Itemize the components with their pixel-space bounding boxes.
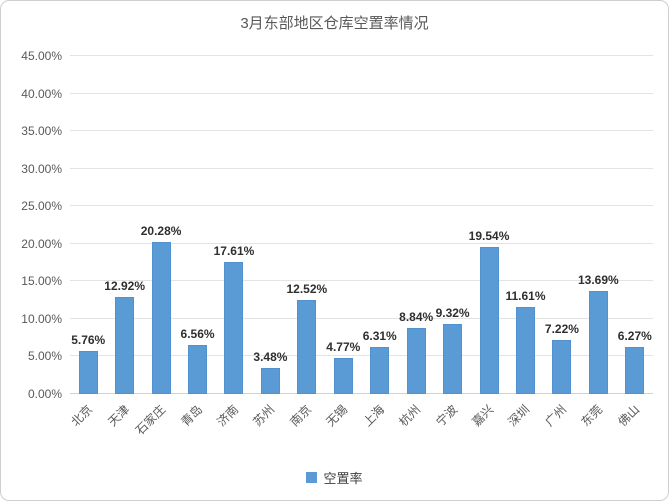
plot-area: 0.00% 5.00% 10.00% 15.00% 20.00% 25.00% 30.00%… (21, 49, 653, 438)
x-axis-category-label: 东莞 (578, 402, 606, 430)
y-axis-tick-label: 25.00% (21, 199, 62, 214)
gridline (70, 355, 653, 357)
bar (479, 247, 499, 394)
gridline (70, 130, 653, 132)
x-axis-category-label: 深圳 (505, 402, 533, 430)
bar-data-label: 6.27% (617, 328, 652, 343)
x-axis-category-label: 天津 (104, 402, 132, 430)
x-axis-category-label: 青岛 (177, 402, 205, 430)
x-axis-category-label: 石家庄 (132, 402, 169, 438)
x-axis-category-label: 南京 (287, 402, 315, 430)
bar (224, 261, 244, 394)
x-axis-category-label: 无锡 (323, 402, 351, 430)
gridline (70, 167, 653, 169)
bar (333, 358, 353, 394)
bar-data-label: 3.48% (253, 349, 288, 364)
bar (115, 296, 135, 394)
bar-data-label: 8.84% (399, 309, 434, 324)
y-axis-tick-label: 10.00% (21, 311, 62, 326)
y-axis-tick-label: 35.00% (21, 124, 62, 139)
x-axis-category-label: 宁波 (432, 402, 460, 430)
chart-title: 3月东部地区仓库空置率情况 (240, 15, 429, 32)
bar-data-label: 6.31% (362, 328, 397, 343)
bar-data-label: 19.54% (468, 229, 510, 244)
bar-data-label: 17.61% (213, 243, 255, 258)
bar-data-label: 5.76% (71, 332, 106, 347)
x-axis-category-label: 广州 (542, 402, 570, 430)
x-axis-line (70, 393, 653, 394)
gridline (70, 55, 653, 56)
x-axis-category-label: 上海 (360, 402, 387, 430)
gridline (70, 280, 653, 282)
bar (588, 291, 608, 394)
bar-data-label: 4.77% (326, 340, 361, 355)
bar-data-label: 7.22% (544, 321, 579, 336)
legend-label: 空置率 (323, 471, 363, 486)
bar (260, 367, 280, 394)
bar (78, 350, 98, 394)
gridline (70, 317, 653, 319)
bar-data-label: 20.28% (140, 223, 182, 238)
bar-data-label: 11.61% (505, 288, 546, 303)
bar (151, 241, 171, 394)
gridline (70, 92, 653, 94)
legend: 空置率 (1, 468, 668, 487)
bar (552, 339, 572, 394)
y-axis-tick-label: 0.00% (27, 387, 62, 401)
y-axis-tick-label: 40.00% (21, 86, 62, 101)
x-axis-category-label: 嘉兴 (469, 402, 497, 430)
x-axis-category-label: 苏州 (250, 402, 278, 430)
legend-swatch-icon (306, 472, 318, 483)
x-axis-category-label: 北京 (68, 402, 96, 430)
bar (625, 346, 645, 394)
bar-data-label: 12.92% (104, 278, 146, 293)
bar-data-label: 9.32% (435, 306, 470, 320)
y-axis-tick-label: 45.00% (21, 49, 62, 63)
x-axis-category-label: 济南 (214, 402, 242, 430)
x-axis-category-label: 杭州 (396, 402, 424, 430)
x-axis-category-label: 佛山 (615, 402, 642, 430)
y-axis-tick-label: 20.00% (21, 236, 62, 251)
bar (370, 346, 390, 394)
bar (515, 306, 535, 394)
bar-data-label: 12.52% (286, 281, 328, 296)
y-axis-tick-label: 15.00% (21, 274, 62, 289)
gridline (70, 205, 653, 207)
gridline (70, 242, 653, 244)
bar-data-label: 13.69% (577, 273, 619, 288)
bar (406, 327, 426, 394)
bar-data-label: 6.56% (180, 326, 215, 341)
y-axis-tick-label: 5.00% (27, 349, 62, 364)
bar (443, 324, 463, 394)
y-axis-tick-label: 30.00% (21, 161, 62, 176)
bar (188, 344, 208, 394)
bar (297, 299, 317, 394)
